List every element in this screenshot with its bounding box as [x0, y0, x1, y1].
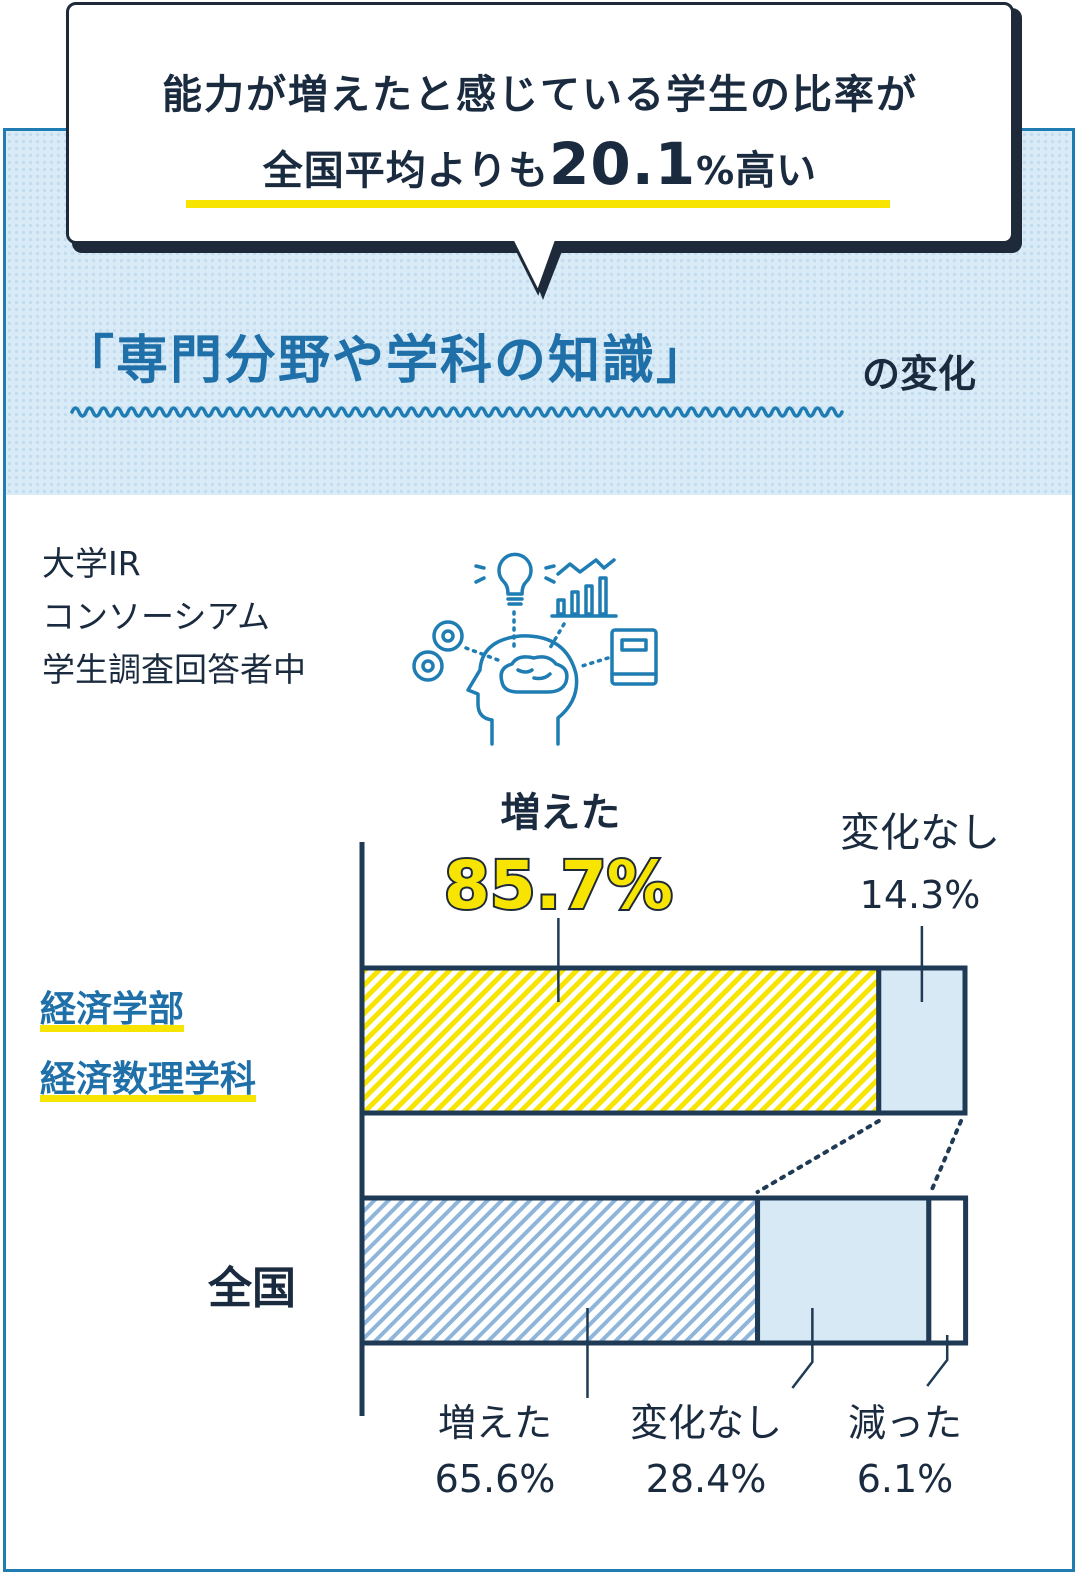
- wavy-underline: [70, 406, 844, 418]
- comparison-connector: [928, 1119, 963, 1194]
- category-label: 経済学部: [40, 989, 185, 1032]
- leader-line: [926, 1335, 949, 1387]
- headline-unit: %: [696, 149, 736, 193]
- data-label: 増えた: [500, 790, 620, 836]
- data-label: 6.1%: [857, 1457, 954, 1501]
- headline-prefix: 全国平均よりも: [262, 148, 549, 194]
- stacked-bar-chart: 増えた 85.7% 変化なし 14.3% 増えた 65.6% 変化なし 28.4% 減った 6.1…: [359, 790, 1000, 1501]
- category-label: 経済数理学科: [40, 1059, 257, 1102]
- data-label: 変化なし: [630, 1401, 782, 1445]
- bar-segment: [359, 1195, 761, 1346]
- comparison-connector: [755, 1119, 881, 1194]
- data-label: 増えた: [438, 1401, 552, 1445]
- source-note-line: コンソーシアム: [42, 597, 271, 636]
- knowledge-illustration: [412, 552, 658, 746]
- gears-icon: [412, 620, 464, 682]
- data-label: 減った: [848, 1401, 962, 1445]
- subject-suffix: の変化: [862, 352, 977, 396]
- bar-segment: [359, 965, 882, 1116]
- book-icon: [610, 628, 658, 686]
- category-label: 全国: [208, 1263, 296, 1314]
- data-label: 85.7%: [444, 847, 673, 924]
- speech-bubble-tail: [507, 232, 566, 300]
- data-label: 変化なし: [840, 810, 1000, 856]
- bar-segment: [755, 1195, 932, 1346]
- leader-line: [791, 1308, 814, 1389]
- headline-suffix: 高い: [735, 148, 818, 194]
- data-label: 28.4%: [646, 1457, 767, 1501]
- growth-chart-icon: [550, 558, 618, 618]
- wavy-underline-path: [70, 406, 844, 418]
- data-label: 14.3%: [860, 873, 981, 917]
- headline-highlight: [186, 200, 890, 208]
- connector-dots: [464, 610, 610, 668]
- brain-head-icon: [466, 634, 579, 746]
- lightbulb-icon: [474, 552, 556, 606]
- subject-title: 「専門分野や学科の知識」: [62, 331, 711, 391]
- data-label: 65.6%: [435, 1457, 556, 1501]
- headline-line-1: 能力が増えたと感じている学生の比率が: [162, 72, 918, 118]
- source-note-line: 大学IR: [42, 544, 141, 583]
- headline-value: 20.1: [549, 130, 697, 198]
- bar-segment: [926, 1195, 969, 1346]
- headline-line-2: 全国平均よりも20.1%高い: [66, 130, 1014, 198]
- source-note-line: 学生調査回答者中: [42, 650, 306, 689]
